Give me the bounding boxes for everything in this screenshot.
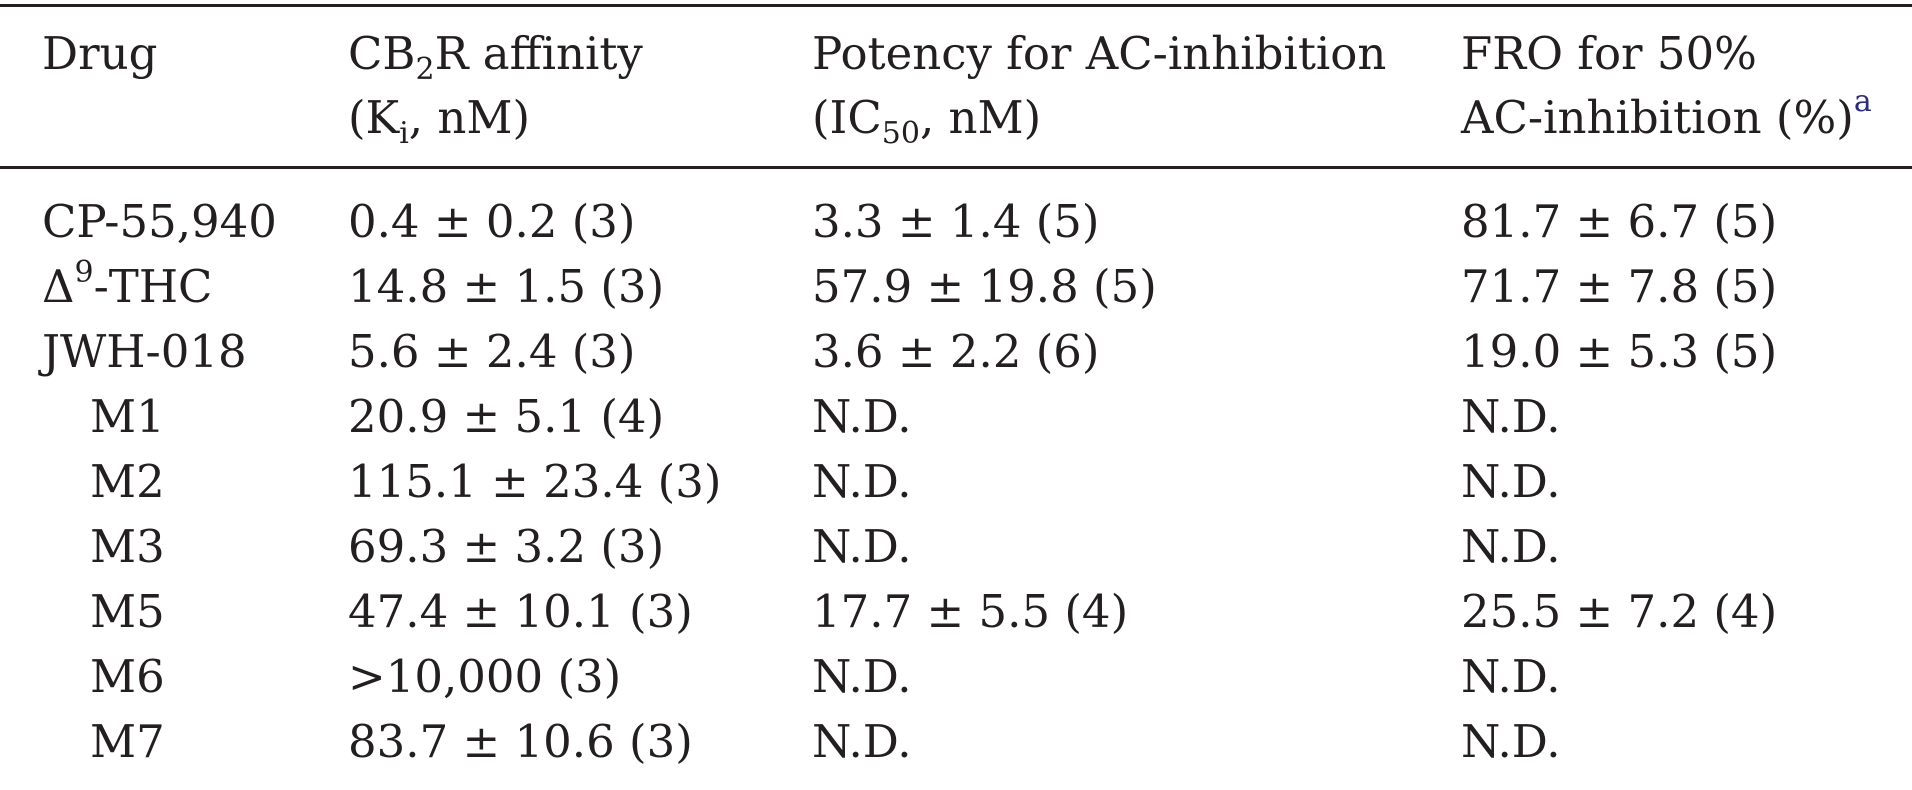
cell-drug: M6 [90, 650, 165, 703]
header-affinity-line1: CB2R affinity [348, 27, 643, 87]
header-affinity: CB2R affinity (Ki, nM) [348, 22, 643, 150]
cell-drug: JWH-018 [42, 325, 247, 378]
header-potency-line1: Potency for AC-inhibition [812, 27, 1387, 80]
cell-fro: N.D. [1461, 715, 1561, 768]
table-row: M5 47.4 ± 10.1 (3) 17.7 ± 5.5 (4) 25.5 ± 7.… [0, 580, 1912, 644]
cell-affinity: 0.4 ± 0.2 (3) [348, 195, 636, 248]
cell-fro: 19.0 ± 5.3 (5) [1461, 325, 1778, 378]
table-top-rule [0, 4, 1912, 7]
table-row: CP-55,940 0.4 ± 0.2 (3) 3.3 ± 1.4 (5) 81.7 … [0, 190, 1912, 254]
cell-affinity: >10,000 (3) [348, 650, 622, 703]
cell-potency: 57.9 ± 19.8 (5) [812, 260, 1157, 313]
cell-affinity: 115.1 ± 23.4 (3) [348, 455, 722, 508]
cell-drug: M1 [90, 390, 165, 443]
footnote-marker[interactable]: a [1853, 84, 1872, 119]
header-drug: Drug [42, 27, 158, 80]
cell-drug: M2 [90, 455, 165, 508]
cell-drug: M5 [90, 585, 165, 638]
cell-fro: N.D. [1461, 390, 1561, 443]
table-row: JWH-018 5.6 ± 2.4 (3) 3.6 ± 2.2 (6) 19.0 ± … [0, 320, 1912, 384]
header-fro-line1: FRO for 50% [1461, 27, 1757, 80]
cell-affinity: 14.8 ± 1.5 (3) [348, 260, 665, 313]
cell-affinity: 20.9 ± 5.1 (4) [348, 390, 665, 443]
cell-affinity: 83.7 ± 10.6 (3) [348, 715, 693, 768]
cell-potency: N.D. [812, 650, 912, 703]
cell-fro: N.D. [1461, 520, 1561, 573]
cell-fro: 71.7 ± 7.8 (5) [1461, 260, 1778, 313]
cell-fro: N.D. [1461, 455, 1561, 508]
cell-fro: 81.7 ± 6.7 (5) [1461, 195, 1778, 248]
table-row: M2 115.1 ± 23.4 (3) N.D. N.D. [0, 450, 1912, 514]
table-row: M3 69.3 ± 3.2 (3) N.D. N.D. [0, 515, 1912, 579]
cell-potency: 3.6 ± 2.2 (6) [812, 325, 1100, 378]
cell-drug: M3 [90, 520, 165, 573]
table-row: M1 20.9 ± 5.1 (4) N.D. N.D. [0, 385, 1912, 449]
cell-potency: N.D. [812, 715, 912, 768]
cell-drug: Δ9-THC [42, 255, 213, 314]
cell-affinity: 5.6 ± 2.4 (3) [348, 325, 636, 378]
cell-drug: CP-55,940 [42, 195, 277, 248]
cell-potency: N.D. [812, 520, 912, 573]
cell-affinity: 69.3 ± 3.2 (3) [348, 520, 665, 573]
cell-fro: N.D. [1461, 650, 1561, 703]
table-row: M6 >10,000 (3) N.D. N.D. [0, 645, 1912, 709]
header-potency-line2: (IC50, nM) [812, 91, 1042, 151]
cell-potency: 3.3 ± 1.4 (5) [812, 195, 1100, 248]
table-header-rule [0, 166, 1912, 169]
header-affinity-line2: (Ki, nM) [348, 91, 531, 151]
cell-drug: M7 [90, 715, 165, 768]
cell-fro: 25.5 ± 7.2 (4) [1461, 585, 1778, 638]
cell-potency: 17.7 ± 5.5 (4) [812, 585, 1129, 638]
header-fro-line2: AC-inhibition (%)a [1461, 84, 1872, 145]
header-fro: FRO for 50% AC-inhibition (%)a [1461, 22, 1872, 150]
table-row: M7 83.7 ± 10.6 (3) N.D. N.D. [0, 710, 1912, 774]
header-potency: Potency for AC-inhibition (IC50, nM) [812, 22, 1386, 150]
cell-potency: N.D. [812, 390, 912, 443]
table-row: Δ9-THC 14.8 ± 1.5 (3) 57.9 ± 19.8 (5) 71.7 … [0, 255, 1912, 319]
cell-potency: N.D. [812, 455, 912, 508]
cell-affinity: 47.4 ± 10.1 (3) [348, 585, 693, 638]
